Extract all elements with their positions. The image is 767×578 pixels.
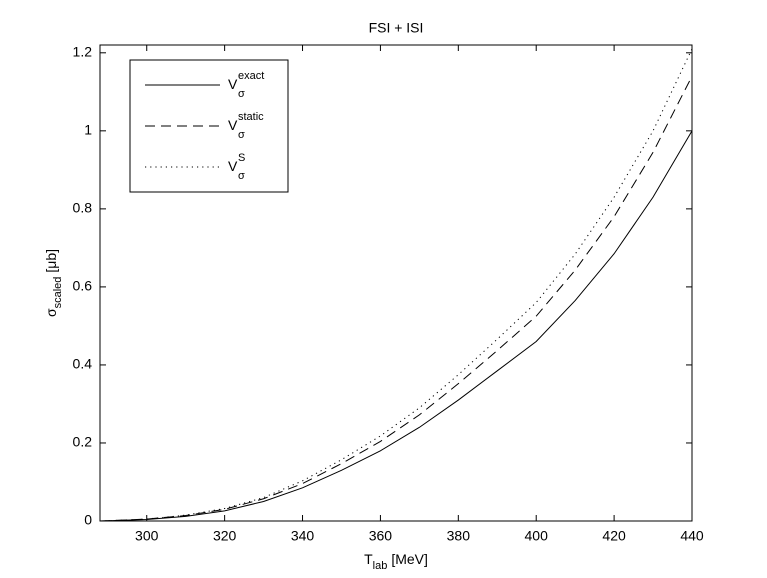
y-tick-label: 0 [84,512,92,528]
x-label-unit: [MeV] [391,551,428,567]
x-label-main: T [364,551,373,567]
y-tick-label: 0.6 [73,278,93,294]
series-line [99,48,693,522]
legend-label: Vexact σ [228,70,264,100]
legend-name: V [228,158,238,174]
x-tick-label: 300 [135,528,159,544]
y-tick-label: 0.8 [73,200,93,216]
legend-label: VS σ [228,152,245,182]
x-tick-label: 420 [602,528,626,544]
legend-sub: σ [238,129,245,141]
x-axis-label: Tlab [MeV] [364,551,428,572]
legend-sub: σ [238,88,245,100]
x-tick-label: 320 [213,528,237,544]
y-tick-label: 1.2 [73,44,93,60]
x-tick-label: 360 [369,528,393,544]
y-label-sub: scaled [52,277,64,309]
x-tick-label: 340 [291,528,315,544]
x-tick-label: 380 [447,528,471,544]
legend-sub: σ [238,170,245,182]
y-tick-label: 0.2 [73,434,93,450]
x-tick-label: 440 [680,528,704,544]
legend-label: Vstatic σ [228,111,264,141]
legend-sup: S [238,152,245,164]
y-label-main: σ [43,308,59,317]
legend-name: V [228,76,238,92]
plot-frame [99,44,693,522]
y-tick-label: 1 [84,122,92,138]
x-label-sub: lab [373,560,388,572]
series-line [99,130,693,522]
chart-title: FSI + ISI [369,20,424,36]
legend-name: V [228,117,238,133]
legend-sup: exact [238,70,264,82]
legend-sup: static [238,111,264,123]
y-axis-label: σscaled [μb] [43,249,64,317]
y-label-unit: [μb] [43,249,59,273]
x-tick-label: 400 [525,528,549,544]
y-tick-label: 0.4 [73,356,93,372]
